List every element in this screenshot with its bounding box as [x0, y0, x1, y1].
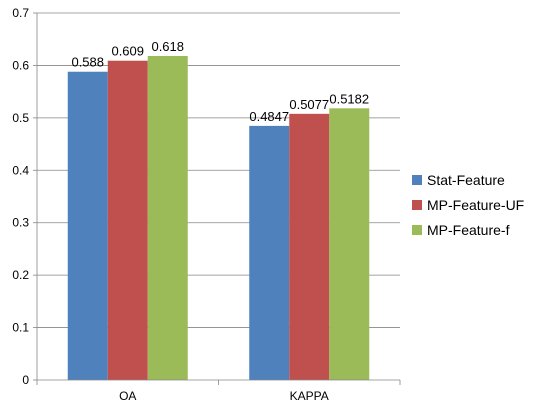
bar-mp-feature-f-oa	[147, 55, 188, 381]
data-label: 0.618	[151, 39, 184, 54]
legend-label: MP-Feature-UF	[427, 197, 524, 213]
y-tick-label: 0.3	[12, 216, 29, 230]
bar-mp-feature-uf-kappa	[289, 113, 330, 381]
y-tick-label: 0.6	[12, 58, 29, 72]
legend-swatch	[412, 225, 422, 235]
y-axis-ticks: 0 0.1 0.2 0.3 0.4 0.5 0.6 0.7	[12, 6, 37, 387]
legend: Stat-Feature MP-Feature-UF MP-Feature-f	[412, 172, 524, 238]
y-tick-label: 0.2	[12, 268, 29, 282]
bar-mp-feature-f-kappa	[329, 108, 370, 381]
y-tick-label: 0.1	[12, 321, 29, 335]
y-tick-label: 0	[22, 373, 29, 387]
data-label: 0.609	[111, 44, 144, 59]
legend-swatch	[412, 175, 422, 185]
data-label: 0.5077	[289, 97, 329, 112]
legend-label: Stat-Feature	[427, 172, 505, 188]
x-axis-ticks: OA KAPPA	[36, 380, 401, 403]
y-tick-label: 0.4	[12, 163, 29, 177]
y-tick-label: 0.5	[12, 111, 29, 125]
bar-stat-feature-kappa	[249, 125, 290, 380]
y-tick-label: 0.7	[12, 6, 29, 20]
bar-mp-feature-uf-oa	[107, 60, 148, 381]
bar-stat-feature-oa	[67, 71, 108, 380]
legend-label: MP-Feature-f	[427, 222, 510, 238]
bars	[67, 55, 370, 381]
data-label: 0.4847	[249, 109, 289, 124]
x-tick-label: OA	[119, 389, 136, 403]
data-label: 0.5182	[329, 91, 369, 106]
data-label: 0.588	[71, 55, 104, 70]
x-tick-label: KAPPA	[290, 389, 329, 403]
legend-swatch	[412, 200, 422, 210]
